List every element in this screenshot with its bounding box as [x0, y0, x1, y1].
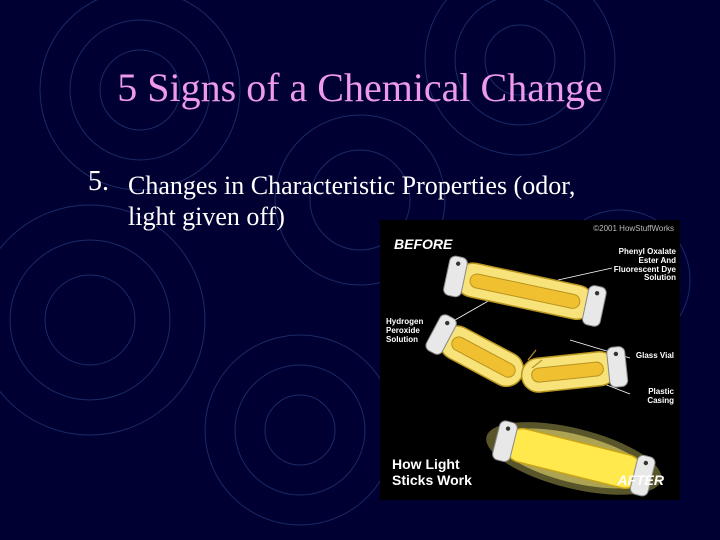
callout-plastic-casing: Plastic Casing — [624, 388, 674, 406]
glowstick-diagram: ©2001 HowStuffWorks BEFORE AFTER How Lig… — [380, 220, 680, 500]
list-number: 5. — [88, 166, 109, 198]
callout-phenyl-oxalate: Phenyl Oxalate Ester And Fluorescent Dye… — [606, 248, 676, 283]
callout-glass-vial: Glass Vial — [624, 352, 674, 361]
slide-title: 5 Signs of a Chemical Change — [90, 64, 630, 111]
copyright-text: ©2001 HowStuffWorks — [593, 224, 674, 233]
after-label: AFTER — [617, 472, 664, 488]
callout-hydrogen-peroxide: Hydrogen Peroxide Solution — [386, 318, 438, 344]
diagram-title: How Light Sticks Work — [392, 456, 472, 488]
before-label: BEFORE — [394, 236, 452, 252]
